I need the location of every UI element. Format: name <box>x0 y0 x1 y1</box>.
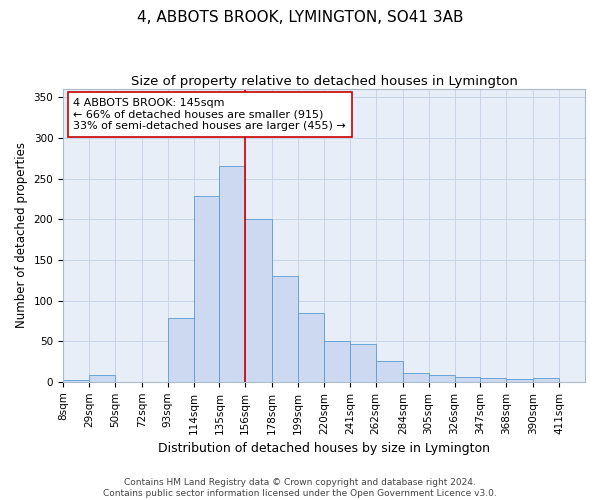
Bar <box>403 373 428 382</box>
Bar <box>533 378 559 382</box>
Bar <box>63 380 89 382</box>
Bar <box>272 276 298 382</box>
Bar <box>455 377 481 382</box>
Bar <box>481 378 506 382</box>
Bar <box>324 341 350 382</box>
Bar <box>89 376 115 382</box>
Title: Size of property relative to detached houses in Lymington: Size of property relative to detached ho… <box>131 75 517 88</box>
X-axis label: Distribution of detached houses by size in Lymington: Distribution of detached houses by size … <box>158 442 490 455</box>
Bar <box>298 312 324 382</box>
Y-axis label: Number of detached properties: Number of detached properties <box>15 142 28 328</box>
Bar <box>194 196 220 382</box>
Bar <box>350 344 376 382</box>
Bar <box>506 380 533 382</box>
Bar <box>585 380 600 382</box>
Text: 4 ABBOTS BROOK: 145sqm
← 66% of detached houses are smaller (915)
33% of semi-de: 4 ABBOTS BROOK: 145sqm ← 66% of detached… <box>73 98 346 131</box>
Text: Contains HM Land Registry data © Crown copyright and database right 2024.
Contai: Contains HM Land Registry data © Crown c… <box>103 478 497 498</box>
Bar <box>376 362 403 382</box>
Bar <box>167 318 194 382</box>
Text: 4, ABBOTS BROOK, LYMINGTON, SO41 3AB: 4, ABBOTS BROOK, LYMINGTON, SO41 3AB <box>137 10 463 25</box>
Bar <box>428 376 455 382</box>
Bar <box>245 219 272 382</box>
Bar <box>220 166 245 382</box>
